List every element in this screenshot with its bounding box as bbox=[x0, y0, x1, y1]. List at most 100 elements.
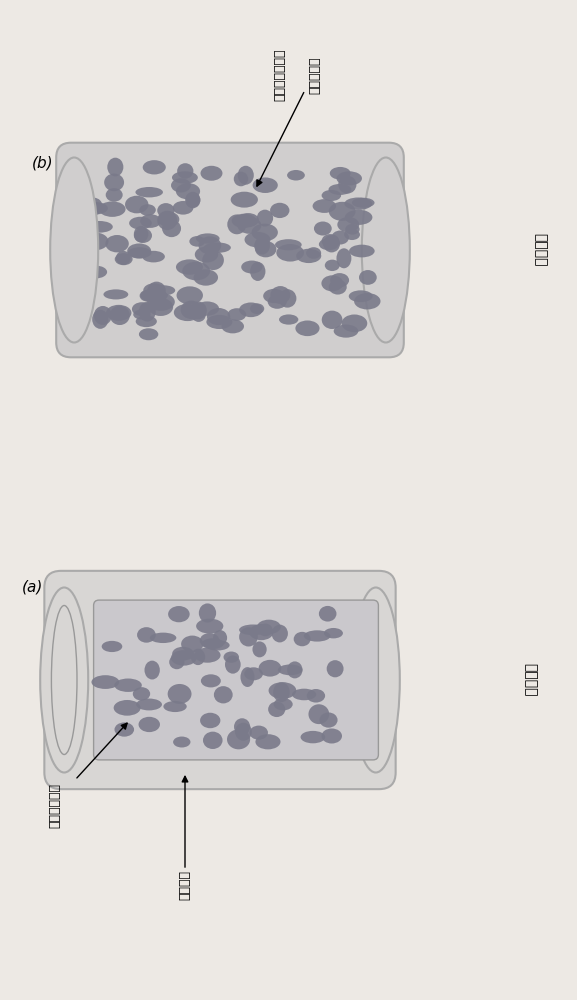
Ellipse shape bbox=[139, 328, 158, 340]
Ellipse shape bbox=[133, 687, 150, 701]
Ellipse shape bbox=[202, 638, 224, 649]
Text: 药物填充的芯: 药物填充的芯 bbox=[48, 782, 62, 828]
Ellipse shape bbox=[176, 259, 203, 275]
Ellipse shape bbox=[195, 301, 219, 316]
Ellipse shape bbox=[245, 232, 271, 247]
Ellipse shape bbox=[147, 282, 166, 299]
Ellipse shape bbox=[201, 674, 221, 687]
Ellipse shape bbox=[235, 723, 252, 741]
Ellipse shape bbox=[158, 211, 177, 230]
Ellipse shape bbox=[177, 286, 203, 304]
Ellipse shape bbox=[336, 171, 362, 185]
Ellipse shape bbox=[344, 229, 360, 240]
Ellipse shape bbox=[324, 628, 343, 638]
Ellipse shape bbox=[163, 701, 187, 712]
Ellipse shape bbox=[309, 704, 329, 724]
Ellipse shape bbox=[258, 660, 282, 677]
Ellipse shape bbox=[115, 253, 133, 265]
Ellipse shape bbox=[92, 310, 108, 329]
Ellipse shape bbox=[287, 170, 305, 181]
Ellipse shape bbox=[257, 620, 281, 634]
Ellipse shape bbox=[328, 184, 351, 195]
Ellipse shape bbox=[191, 649, 205, 665]
Ellipse shape bbox=[320, 712, 338, 728]
Ellipse shape bbox=[276, 244, 304, 262]
Ellipse shape bbox=[152, 285, 175, 295]
Ellipse shape bbox=[189, 236, 205, 247]
Ellipse shape bbox=[338, 217, 359, 232]
Ellipse shape bbox=[321, 190, 341, 201]
Ellipse shape bbox=[223, 652, 239, 663]
Ellipse shape bbox=[329, 280, 347, 295]
Ellipse shape bbox=[255, 241, 276, 257]
Ellipse shape bbox=[116, 251, 130, 265]
Ellipse shape bbox=[239, 624, 267, 635]
Ellipse shape bbox=[345, 224, 359, 235]
Text: 聚合物膜: 聚合物膜 bbox=[178, 870, 192, 900]
Ellipse shape bbox=[168, 606, 190, 622]
Ellipse shape bbox=[253, 641, 267, 657]
Ellipse shape bbox=[214, 686, 233, 703]
Ellipse shape bbox=[279, 289, 297, 308]
Ellipse shape bbox=[321, 275, 343, 291]
Ellipse shape bbox=[92, 675, 119, 689]
Ellipse shape bbox=[114, 700, 141, 716]
Ellipse shape bbox=[256, 734, 280, 749]
Ellipse shape bbox=[125, 196, 148, 213]
Ellipse shape bbox=[330, 167, 351, 180]
Ellipse shape bbox=[136, 699, 162, 710]
Ellipse shape bbox=[227, 308, 246, 321]
Ellipse shape bbox=[140, 289, 168, 302]
Ellipse shape bbox=[334, 324, 358, 338]
Ellipse shape bbox=[127, 243, 151, 259]
Ellipse shape bbox=[304, 630, 331, 642]
Ellipse shape bbox=[306, 247, 321, 259]
Ellipse shape bbox=[110, 306, 130, 325]
Ellipse shape bbox=[273, 698, 293, 710]
Ellipse shape bbox=[362, 157, 410, 342]
Ellipse shape bbox=[319, 238, 339, 250]
FancyBboxPatch shape bbox=[44, 571, 396, 789]
Ellipse shape bbox=[321, 728, 342, 744]
Ellipse shape bbox=[227, 214, 246, 234]
Ellipse shape bbox=[174, 304, 201, 321]
Ellipse shape bbox=[168, 684, 192, 704]
Ellipse shape bbox=[239, 302, 263, 317]
Ellipse shape bbox=[287, 661, 302, 678]
Ellipse shape bbox=[258, 624, 272, 636]
Ellipse shape bbox=[148, 298, 173, 316]
Ellipse shape bbox=[128, 247, 151, 258]
Ellipse shape bbox=[137, 627, 156, 643]
Ellipse shape bbox=[296, 249, 321, 263]
Ellipse shape bbox=[143, 160, 166, 174]
Ellipse shape bbox=[134, 226, 148, 242]
Ellipse shape bbox=[182, 262, 210, 280]
Ellipse shape bbox=[169, 655, 185, 669]
Ellipse shape bbox=[196, 233, 220, 244]
Ellipse shape bbox=[87, 221, 113, 233]
Ellipse shape bbox=[143, 283, 165, 297]
Ellipse shape bbox=[114, 722, 134, 737]
Ellipse shape bbox=[158, 212, 179, 227]
Ellipse shape bbox=[268, 682, 297, 699]
Ellipse shape bbox=[313, 199, 336, 213]
Ellipse shape bbox=[268, 702, 285, 717]
Ellipse shape bbox=[201, 166, 223, 181]
Ellipse shape bbox=[176, 183, 200, 199]
Ellipse shape bbox=[186, 193, 200, 207]
Ellipse shape bbox=[114, 679, 142, 692]
Ellipse shape bbox=[307, 689, 325, 703]
Ellipse shape bbox=[294, 632, 310, 646]
Ellipse shape bbox=[192, 307, 206, 322]
Ellipse shape bbox=[200, 633, 219, 648]
Ellipse shape bbox=[84, 266, 107, 278]
Ellipse shape bbox=[231, 192, 258, 208]
Ellipse shape bbox=[80, 202, 108, 215]
Ellipse shape bbox=[207, 315, 233, 329]
Ellipse shape bbox=[253, 177, 278, 193]
Ellipse shape bbox=[129, 217, 152, 230]
FancyBboxPatch shape bbox=[56, 143, 404, 357]
Ellipse shape bbox=[238, 166, 254, 185]
Ellipse shape bbox=[279, 314, 298, 325]
Ellipse shape bbox=[249, 726, 268, 740]
